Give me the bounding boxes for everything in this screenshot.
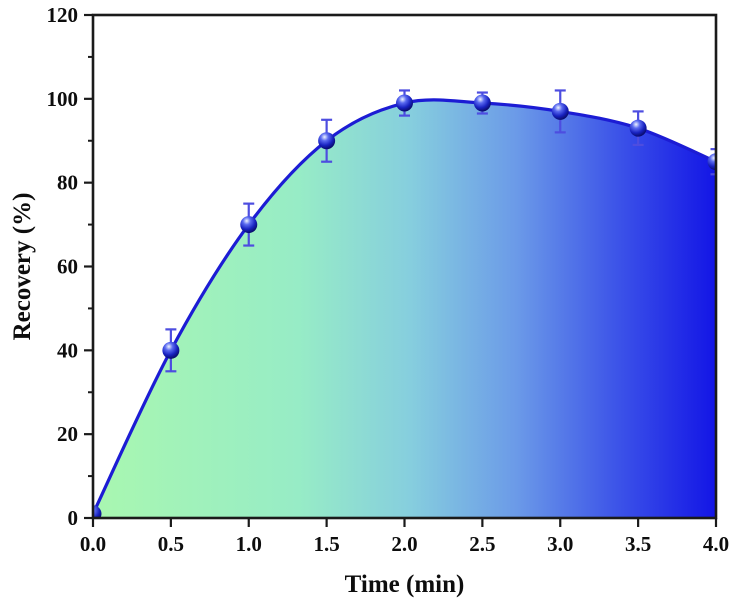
x-axis-title: Time (min) <box>345 571 465 598</box>
series-area-layer <box>93 99 716 518</box>
x-tick-label: 0.5 <box>158 532 184 556</box>
y-tick-label: 60 <box>57 255 78 279</box>
data-series-layer <box>93 89 716 518</box>
y-tick-label: 20 <box>57 422 78 446</box>
y-tick-label: 0 <box>68 506 79 530</box>
x-tick-label: 2.5 <box>469 532 495 556</box>
y-tick-label: 40 <box>57 338 78 362</box>
data-point-marker <box>551 102 569 120</box>
x-tick-label: 2.0 <box>391 532 417 556</box>
y-tick-label: 100 <box>47 87 79 111</box>
x-tick-label: 1.0 <box>236 532 262 556</box>
data-point-marker <box>240 216 258 234</box>
x-tick-label: 1.5 <box>314 532 340 556</box>
y-axis-title: Recovery (%) <box>9 193 36 341</box>
series-area-fill <box>93 99 716 518</box>
axes-layer: 0 20 40 60 80 100 120 0.0 0.5 1.0 1.5 2.0 2.5 3.0 3.5 4… <box>47 3 730 556</box>
data-point-marker <box>707 153 716 171</box>
data-point-marker <box>396 94 413 112</box>
x-tick-label: 0.0 <box>80 532 106 556</box>
data-point-marker <box>473 94 491 112</box>
y-tick-label: 80 <box>57 171 78 195</box>
x-tick-label: 4.0 <box>703 532 729 556</box>
data-point-marker <box>162 341 180 359</box>
data-point-marker <box>629 119 647 137</box>
x-tick-label: 3.5 <box>625 532 651 556</box>
data-point-marker <box>93 505 102 518</box>
error-bar <box>710 148 716 176</box>
x-tick-label: 3.0 <box>547 532 573 556</box>
y-tick-label: 120 <box>47 3 79 27</box>
data-point-marker <box>318 132 336 150</box>
